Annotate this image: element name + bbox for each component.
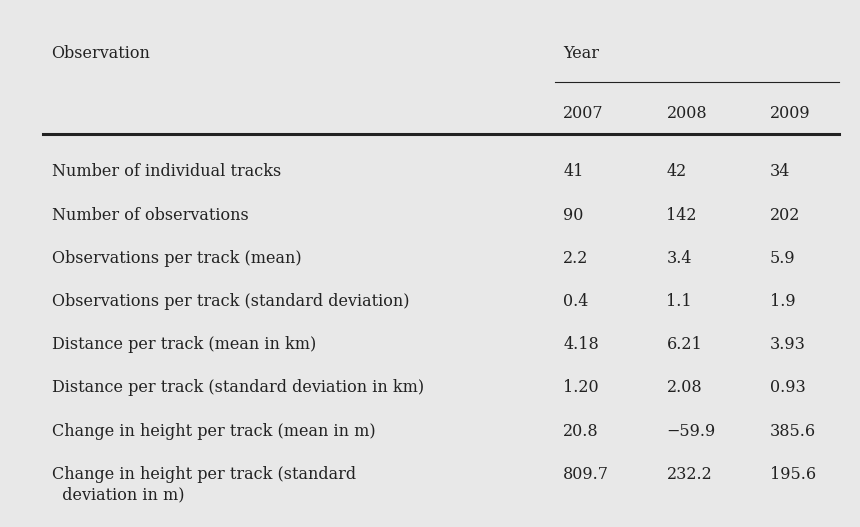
Text: 41: 41 bbox=[563, 163, 584, 180]
Text: 3.4: 3.4 bbox=[666, 250, 692, 267]
Text: 34: 34 bbox=[770, 163, 790, 180]
Text: 20.8: 20.8 bbox=[563, 423, 599, 440]
Text: deviation in m): deviation in m) bbox=[52, 486, 184, 503]
Text: 1.9: 1.9 bbox=[770, 293, 796, 310]
Text: Observations per track (standard deviation): Observations per track (standard deviati… bbox=[52, 293, 409, 310]
Text: 2007: 2007 bbox=[563, 105, 604, 122]
Text: 42: 42 bbox=[666, 163, 687, 180]
Text: Observations per track (mean): Observations per track (mean) bbox=[52, 250, 301, 267]
Text: 2008: 2008 bbox=[666, 105, 707, 122]
Text: 385.6: 385.6 bbox=[770, 423, 816, 440]
Text: Change in height per track (standard: Change in height per track (standard bbox=[52, 466, 356, 483]
Text: Observation: Observation bbox=[52, 45, 150, 62]
Text: 202: 202 bbox=[770, 207, 800, 223]
Text: 2009: 2009 bbox=[770, 105, 810, 122]
Text: 3.93: 3.93 bbox=[770, 336, 806, 353]
Text: −59.9: −59.9 bbox=[666, 423, 716, 440]
Text: 2.2: 2.2 bbox=[563, 250, 589, 267]
Text: 1.20: 1.20 bbox=[563, 379, 599, 396]
Text: 90: 90 bbox=[563, 207, 584, 223]
Text: Number of individual tracks: Number of individual tracks bbox=[52, 163, 281, 180]
Text: 0.93: 0.93 bbox=[770, 379, 806, 396]
Text: Number of observations: Number of observations bbox=[52, 207, 249, 223]
Text: 195.6: 195.6 bbox=[770, 466, 816, 483]
Text: 2.08: 2.08 bbox=[666, 379, 702, 396]
Text: Change in height per track (mean in m): Change in height per track (mean in m) bbox=[52, 423, 375, 440]
Text: 4.18: 4.18 bbox=[563, 336, 599, 353]
Text: Distance per track (mean in km): Distance per track (mean in km) bbox=[52, 336, 316, 353]
Text: 232.2: 232.2 bbox=[666, 466, 712, 483]
Text: Distance per track (standard deviation in km): Distance per track (standard deviation i… bbox=[52, 379, 424, 396]
Text: 809.7: 809.7 bbox=[563, 466, 609, 483]
Text: 1.1: 1.1 bbox=[666, 293, 692, 310]
Text: 142: 142 bbox=[666, 207, 697, 223]
Text: Year: Year bbox=[563, 45, 599, 62]
Text: 5.9: 5.9 bbox=[770, 250, 796, 267]
Text: 0.4: 0.4 bbox=[563, 293, 589, 310]
Text: 6.21: 6.21 bbox=[666, 336, 703, 353]
